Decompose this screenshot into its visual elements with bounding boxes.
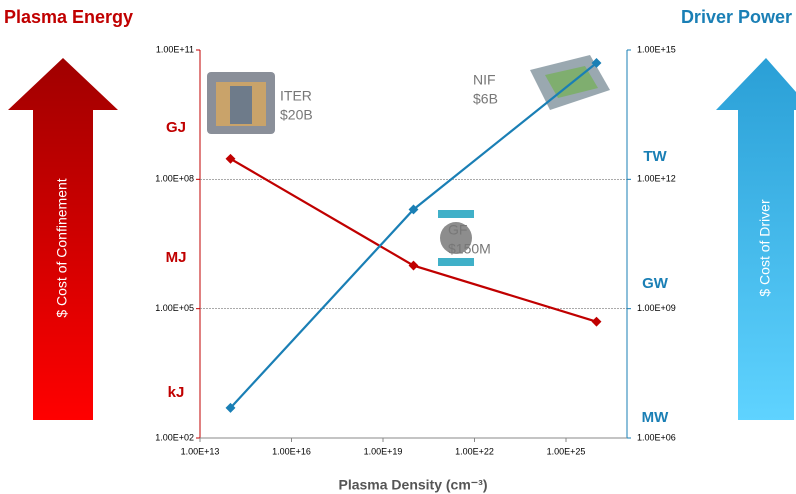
series-line: [231, 159, 597, 322]
gf-image: [438, 210, 474, 266]
device-name: ITER: [280, 88, 312, 104]
device-cost: $20B: [280, 107, 313, 123]
y-tick-label: 1.00E+02: [155, 432, 194, 442]
right-unit: TW: [643, 148, 667, 165]
right-arrow-label: $ Cost of Driver: [757, 199, 773, 297]
right-unit: MW: [642, 409, 669, 426]
left-title: Plasma Energy: [4, 7, 133, 27]
device-cost: $6B: [473, 91, 498, 107]
x-tick-label: 1.00E+16: [272, 446, 311, 456]
x-axis-label: Plasma Density (cm⁻³): [339, 477, 488, 493]
left-arrow-label: $ Cost of Confinement: [54, 178, 70, 317]
series-marker: [592, 317, 602, 327]
chart: $ Cost of Confinement $ Cost of Driver P…: [0, 0, 796, 494]
y2-tick-label: 1.00E+06: [637, 432, 676, 442]
device-name: NIF: [473, 72, 496, 88]
y2-tick-label: 1.00E+12: [637, 174, 676, 184]
y2-tick-label: 1.00E+15: [637, 44, 676, 54]
device-cost: $150M: [448, 241, 491, 257]
right-title: Driver Power: [681, 7, 792, 27]
y-tick-label: 1.00E+08: [155, 174, 194, 184]
iter-image: [207, 72, 275, 134]
left-unit: kJ: [168, 384, 185, 401]
y-tick-label: 1.00E+05: [155, 303, 194, 313]
x-tick-label: 1.00E+22: [455, 446, 494, 456]
x-tick-label: 1.00E+13: [181, 446, 220, 456]
left-unit: MJ: [166, 249, 187, 266]
device-name: GF: [448, 222, 467, 238]
series-marker: [226, 154, 236, 164]
left-unit: GJ: [166, 119, 186, 136]
right-unit: GW: [642, 275, 669, 292]
y-tick-label: 1.00E+11: [156, 44, 194, 54]
series-marker: [409, 261, 419, 271]
x-tick-label: 1.00E+19: [364, 446, 403, 456]
x-tick-label: 1.00E+25: [547, 446, 586, 456]
y2-tick-label: 1.00E+09: [637, 303, 676, 313]
